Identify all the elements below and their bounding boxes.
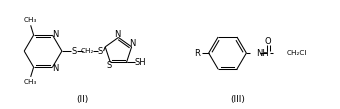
Text: N: N xyxy=(130,39,136,48)
Text: CH₂Cl: CH₂Cl xyxy=(287,50,307,56)
Text: N: N xyxy=(114,30,121,39)
Text: S: S xyxy=(98,47,103,56)
Text: CH₂: CH₂ xyxy=(81,48,95,54)
Text: S: S xyxy=(71,47,76,56)
Text: CH₃: CH₃ xyxy=(24,79,37,85)
Text: (II): (II) xyxy=(76,95,89,104)
Text: S: S xyxy=(107,61,112,70)
Text: N: N xyxy=(52,64,58,73)
Text: R: R xyxy=(194,49,200,58)
Text: NH: NH xyxy=(256,49,269,58)
Text: (III): (III) xyxy=(230,95,245,104)
Text: CH₃: CH₃ xyxy=(24,17,37,23)
Text: SH: SH xyxy=(135,58,146,67)
Text: O: O xyxy=(265,37,272,46)
Text: N: N xyxy=(52,30,58,39)
